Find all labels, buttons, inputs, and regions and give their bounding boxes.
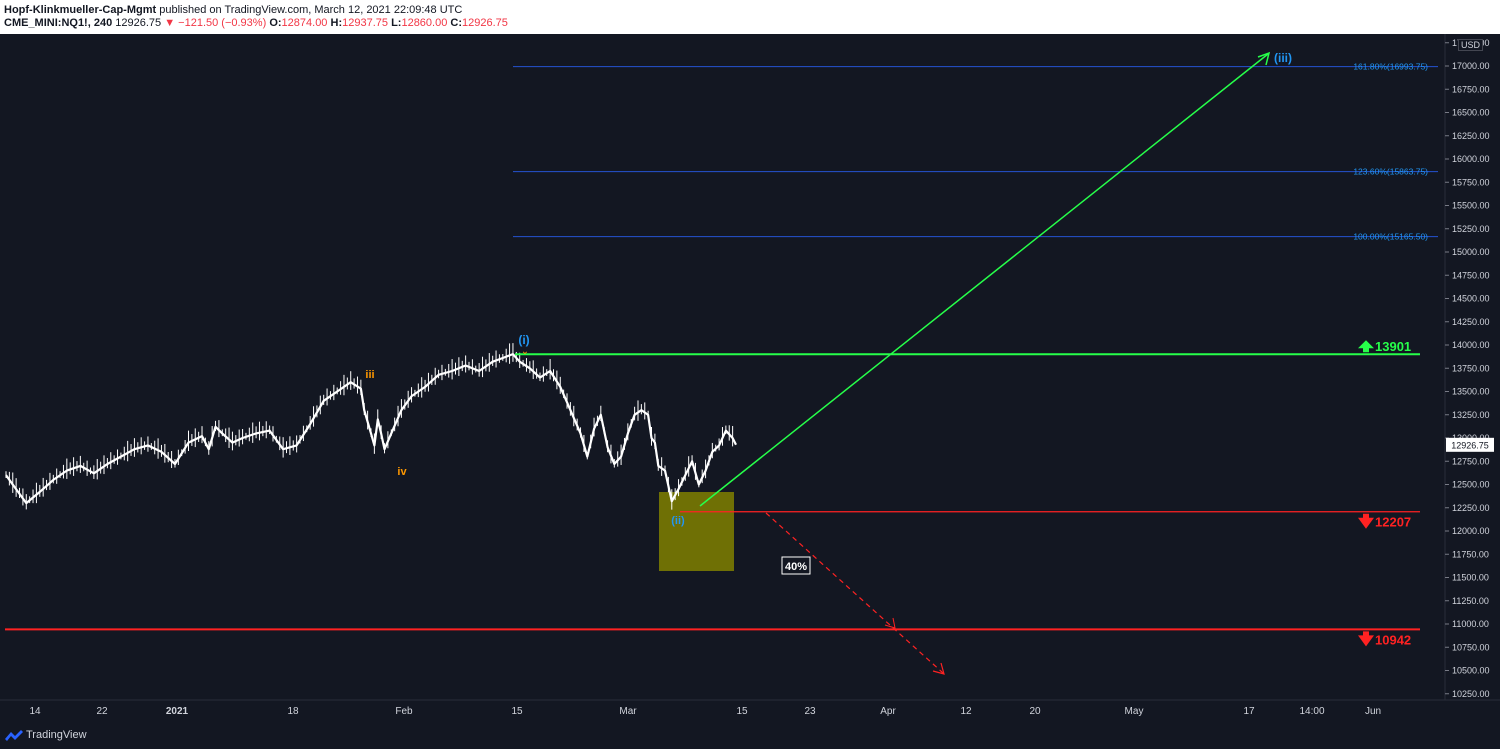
x-tick-label: Feb — [395, 706, 413, 717]
y-tick-label: 12250.00 — [1452, 503, 1490, 513]
last-price-tag — [1446, 437, 1494, 452]
probability-label: 40% — [785, 561, 807, 573]
target-zone-box — [659, 492, 734, 571]
arrow-head-icon — [932, 662, 945, 675]
y-tick-label: 17000.00 — [1452, 61, 1490, 71]
low-value: 12860.00 — [401, 17, 448, 29]
y-tick-label: 11750.00 — [1452, 549, 1489, 559]
chart-header: Hopf-Klinkmueller-Cap-Mgmt published on … — [0, 0, 1500, 34]
close-value: 12926.75 — [462, 17, 508, 29]
x-tick-label: 15 — [511, 706, 523, 717]
fib-level-label: 161.80%(16993.75) — [1353, 62, 1428, 72]
y-tick-label: 15000.00 — [1452, 247, 1490, 257]
y-tick-label: 10750.00 — [1452, 642, 1490, 652]
x-tick-label: 12 — [960, 706, 972, 717]
level-label: 10942 — [1375, 632, 1411, 647]
tradingview-brand[interactable]: TradingView — [26, 729, 87, 741]
last-price-tag-label: 12926.75 — [1451, 440, 1489, 450]
y-tick-label: 11000.00 — [1452, 619, 1489, 629]
level-label: 13901 — [1375, 339, 1411, 354]
y-tick-label: 15750.00 — [1452, 177, 1490, 187]
y-tick-label: 14500.00 — [1452, 294, 1490, 304]
open-label: O: — [269, 17, 282, 29]
wave-label-iii: (iii) — [1274, 51, 1292, 65]
price-change: −121.50 (−0.93%) — [178, 17, 267, 29]
symbol-line: CME_MINI:NQ1!, 240 12926.75 ▼ −121.50 (−… — [4, 17, 508, 29]
price-chart[interactable]: 17250.0017000.0016750.0016500.0016250.00… — [0, 34, 1500, 724]
probability-box — [781, 556, 811, 575]
x-tick-label: 20 — [1029, 706, 1041, 717]
y-tick-label: 14750.00 — [1452, 270, 1490, 280]
y-tick-label: 11250.00 — [1452, 596, 1489, 606]
x-tick-label: 15 — [736, 706, 748, 717]
y-tick-label: 16250.00 — [1452, 131, 1490, 141]
chart-footer: TradingView — [0, 724, 1500, 749]
y-tick-label: 13750.00 — [1452, 363, 1490, 373]
x-tick-label: Mar — [619, 706, 637, 717]
y-tick-label: 10500.00 — [1452, 666, 1490, 676]
close-label: C: — [450, 17, 463, 29]
x-tick-label: 17 — [1243, 706, 1255, 717]
y-tick-label: 14000.00 — [1452, 340, 1490, 350]
low-label: L: — [391, 17, 402, 29]
x-tick-label: 23 — [804, 706, 816, 717]
x-tick-label: Jun — [1365, 706, 1381, 717]
y-tick-label: 11500.00 — [1452, 573, 1489, 583]
high-value: 12937.75 — [342, 17, 388, 29]
wave-label-ii: (ii) — [671, 515, 685, 527]
wave-label-i: (i) — [518, 333, 529, 347]
symbol-name[interactable]: CME_MINI:NQ1!, 240 — [4, 17, 113, 29]
y-tick-label: 14250.00 — [1452, 317, 1490, 327]
x-tick-label: May — [1125, 706, 1144, 717]
x-tick-label: 2021 — [166, 706, 189, 717]
x-tick-label: 18 — [287, 706, 299, 717]
y-tick-label: 12500.00 — [1452, 480, 1490, 490]
author-name[interactable]: Hopf-Klinkmueller-Cap-Mgmt — [4, 4, 157, 16]
open-value: 12874.00 — [281, 17, 328, 29]
y-tick-label: 10250.00 — [1452, 689, 1490, 699]
level-label: 12207 — [1375, 515, 1411, 530]
y-tick-label: 16750.00 — [1452, 84, 1490, 94]
tradingview-logo-icon — [5, 730, 23, 741]
y-tick-label: 15250.00 — [1452, 224, 1490, 234]
y-tick-label: 12000.00 — [1452, 526, 1490, 536]
y-tick-label: 12750.00 — [1452, 456, 1490, 466]
down-triangle-icon: ▼ — [164, 17, 176, 29]
wave-label-minor-iv: iv — [397, 466, 407, 478]
down-arrow-icon — [1358, 513, 1374, 529]
bullish-projection-arrow — [699, 53, 1269, 507]
x-tick-label: Apr — [880, 706, 896, 717]
arrow-head-icon — [1257, 51, 1271, 66]
published-info: published on TradingView.com, March 12, … — [159, 4, 463, 16]
wave-marker-icon: ⌄ — [521, 346, 529, 357]
x-tick-label: 14 — [29, 706, 41, 717]
high-label: H: — [330, 17, 343, 29]
down-arrow-icon — [1358, 631, 1374, 647]
x-tick-label: 14:00 — [1299, 706, 1324, 717]
currency-label: USD — [1458, 39, 1484, 51]
y-tick-label: 16500.00 — [1452, 108, 1490, 118]
y-tick-label: 15500.00 — [1452, 201, 1490, 211]
last-price: 12926.75 — [115, 17, 162, 29]
arrow-head-icon — [884, 617, 896, 629]
wave-label-minor-iii: iii — [365, 369, 374, 381]
up-arrow-icon — [1358, 340, 1374, 353]
fib-level-label: 100.00%(15165.50) — [1353, 232, 1428, 242]
fib-level-label: 123.60%(15863.75) — [1353, 167, 1428, 177]
bearish-projection-arrow — [765, 512, 944, 674]
publisher-line: Hopf-Klinkmueller-Cap-Mgmt published on … — [4, 4, 462, 16]
x-tick-label: 22 — [96, 706, 108, 717]
y-tick-label: 13500.00 — [1452, 387, 1490, 397]
y-tick-label: 13250.00 — [1452, 410, 1490, 420]
y-tick-label: 16000.00 — [1452, 154, 1490, 164]
